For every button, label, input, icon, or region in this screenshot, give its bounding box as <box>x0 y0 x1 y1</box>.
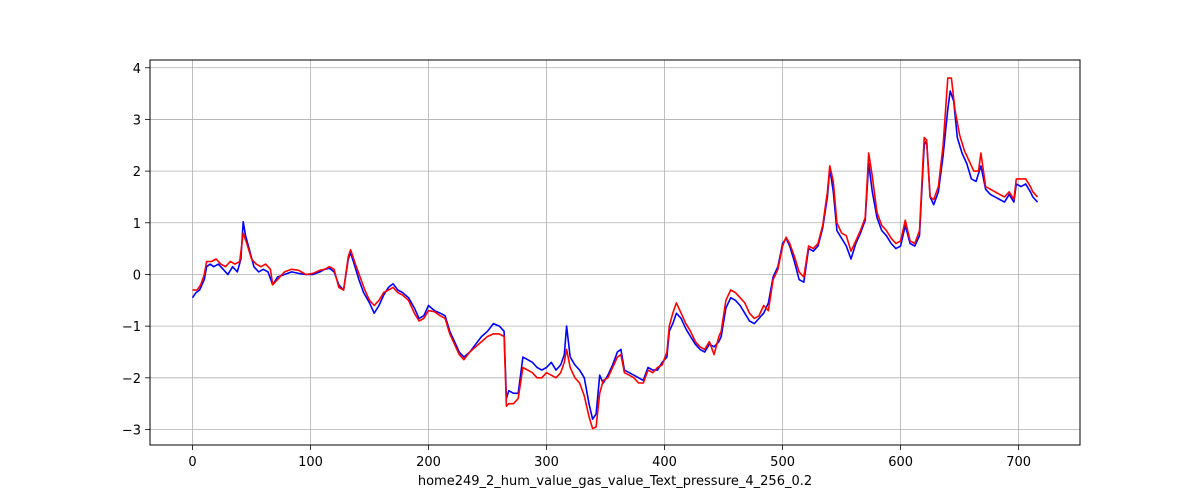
x-tick-label: 0 <box>188 455 196 470</box>
series-line-1 <box>191 90 1039 420</box>
x-tick-label: 300 <box>534 455 559 470</box>
y-tick-label: 2 <box>133 165 141 180</box>
y-tick-label: 0 <box>133 268 141 283</box>
axis-ticks: 0 100 200 300 400 500 600 700 −3 −2 −1 0 1 2 3 4 <box>122 62 1031 470</box>
y-tick-label: −1 <box>122 320 141 335</box>
x-tick-label: 700 <box>1006 455 1031 470</box>
y-tick-label: 3 <box>133 113 141 128</box>
x-tick-label: 400 <box>652 455 677 470</box>
series-lines <box>191 77 1039 430</box>
plot-frame <box>149 59 1081 446</box>
x-tick-label: 500 <box>770 455 795 470</box>
series-line-2 <box>192 77 1039 430</box>
x-tick-label: 100 <box>298 455 323 470</box>
x-tick-label: 600 <box>888 455 913 470</box>
x-axis-label: home249_2_hum_value_gas_value_Text_press… <box>418 474 812 489</box>
y-tick-label: 1 <box>133 217 141 232</box>
y-tick-label: −2 <box>122 372 141 387</box>
y-tick-label: −3 <box>122 423 141 438</box>
x-tick-label: 200 <box>416 455 441 470</box>
y-tick-label: 4 <box>133 62 141 77</box>
